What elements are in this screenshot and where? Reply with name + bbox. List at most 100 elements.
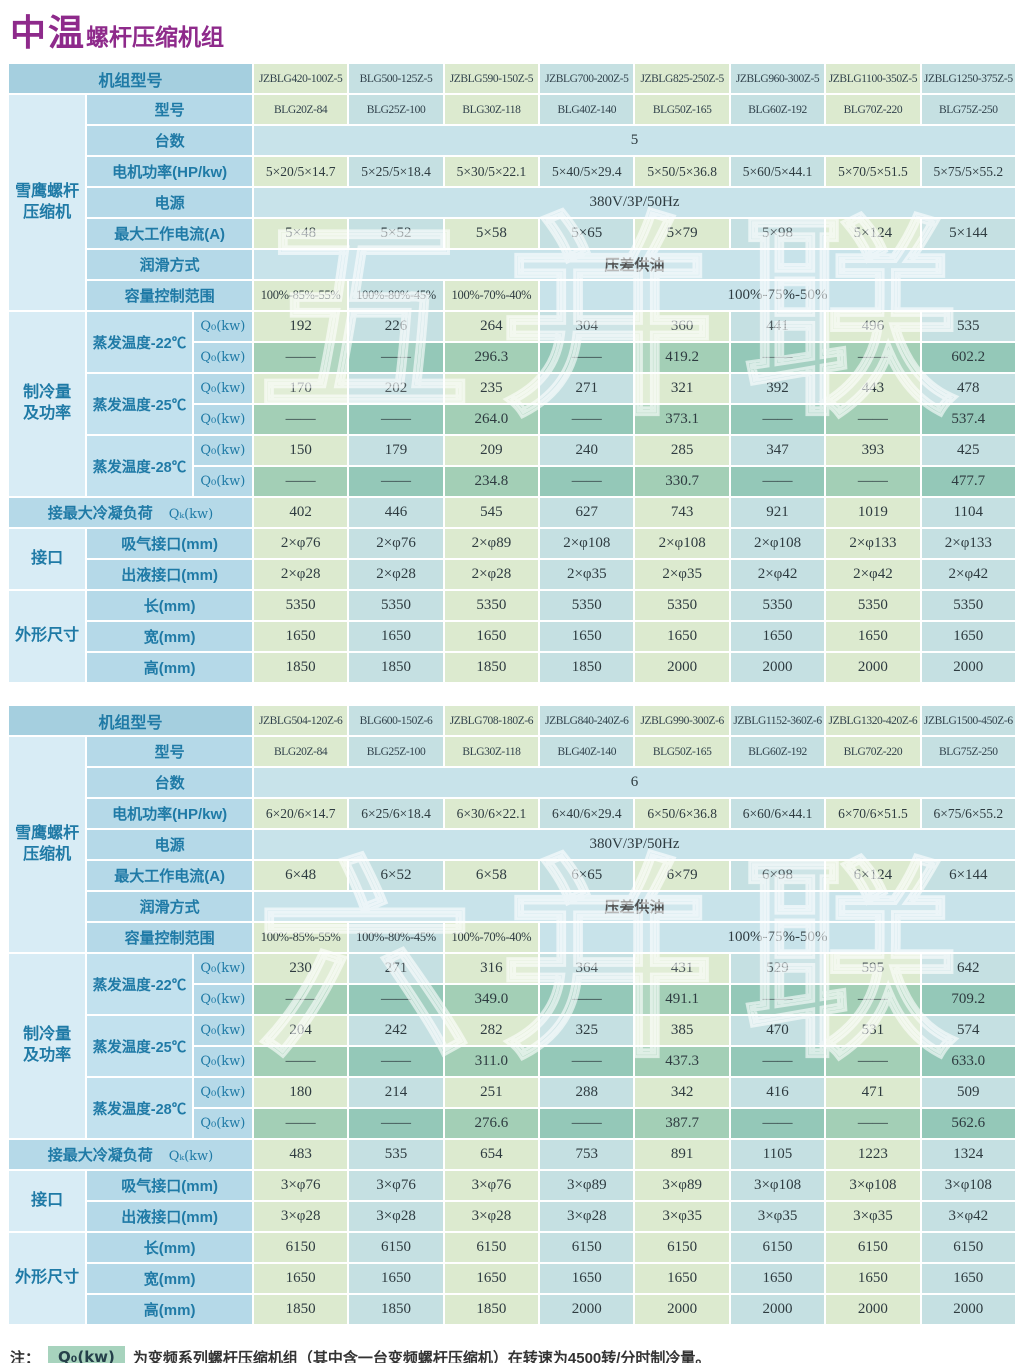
capacity-value-cell: 240 (540, 436, 634, 465)
capacity-value-cell: 441 (730, 312, 825, 341)
capacity-value-cell: 325 (540, 1016, 634, 1045)
model-code-cell: BLG75Z-250 (921, 737, 1015, 766)
inverter-capacity-value-cell: 373.1 (635, 405, 729, 434)
model-header-cell: JZBLG504-120Z-6 (253, 706, 348, 735)
liquid-value-cell: 2×φ28 (444, 560, 539, 589)
height-value-cell: 1850 (444, 653, 539, 682)
evap-temp-label-cell: 蒸发温度-22℃ (87, 312, 192, 372)
model-code-cell: BLG70Z-220 (826, 737, 920, 766)
model-code-cell: BLG20Z-84 (253, 737, 348, 766)
inverter-capacity-value-cell: 537.4 (921, 405, 1015, 434)
motor-power-value-cell: 5×20/5×14.7 (253, 157, 348, 186)
max-current-value-cell: 6×52 (349, 861, 443, 890)
inverter-capacity-value-cell: —— (826, 343, 920, 372)
length-value-cell: 6150 (635, 1233, 729, 1262)
liquid-value-cell: 2×φ35 (540, 560, 634, 589)
condensing-value-cell: 535 (349, 1140, 443, 1169)
width-value-cell: 1650 (253, 1264, 348, 1293)
spec-table-1-wrap: 机组型号 JZBLG420-100Z-5 BLG500-125Z-5 JZBLG590… (7, 62, 1024, 684)
suction-value-cell: 3×φ76 (253, 1171, 348, 1200)
suction-value-cell: 3×φ108 (826, 1171, 920, 1200)
spec-table: 机组型号 JZBLG504-120Z-6 BLG600-150Z-6 JZBLG708… (7, 704, 1017, 1326)
inverter-capacity-value-cell: 349.0 (444, 985, 539, 1014)
inverter-capacity-value-cell: —— (349, 985, 443, 1014)
evap-temp-label-cell: 蒸发温度-25℃ (87, 374, 192, 434)
capacity-value-cell: 285 (635, 436, 729, 465)
motor-power-value-cell: 6×70/6×51.5 (826, 799, 920, 828)
model-header-cell: JZBLG590-150Z-5 (444, 64, 539, 93)
motor-power-value-cell: 5×50/5×36.8 (635, 157, 729, 186)
capacity-value-cell: 360 (635, 312, 729, 341)
capacity-value-cell: 364 (540, 954, 634, 983)
spec-table-1-mount: 机组型号 JZBLG420-100Z-5 BLG500-125Z-5 JZBLG590… (7, 62, 1024, 684)
width-value-cell: 1650 (730, 1264, 825, 1293)
max-current-value-cell: 5×58 (444, 219, 539, 248)
q0-label-cell: Q₀(kw) (193, 1016, 252, 1045)
length-value-cell: 6150 (349, 1233, 443, 1262)
width-value-cell: 1650 (826, 1264, 920, 1293)
condensing-value-cell: 627 (540, 498, 634, 527)
model-header-cell: JZBLG1250-375Z-5 (921, 64, 1015, 93)
condensing-label-cell: 接最大冷凝负荷 Qₖ(kw) (9, 1140, 252, 1169)
inverter-capacity-value-cell: —— (253, 405, 348, 434)
max-current-value-cell: 6×65 (540, 861, 634, 890)
q0-label-cell: Q₀(kw) (193, 436, 252, 465)
power-supply-row-label-cell: 电源 (87, 188, 252, 217)
inverter-capacity-value-cell: 387.7 (635, 1109, 729, 1138)
condensing-value-cell: 545 (444, 498, 539, 527)
capacity-value-cell: 170 (253, 374, 348, 403)
condensing-q-label: Qₖ(kw) (168, 1149, 214, 1164)
ports-group-label-cell: 接口 (9, 1171, 86, 1231)
capacity-range-span-cell: 100%-75%-50% (540, 281, 1015, 310)
spec-table-2-wrap: 机组型号 JZBLG504-120Z-6 BLG600-150Z-6 JZBLG708… (7, 704, 1024, 1326)
inverter-capacity-value-cell: —— (540, 405, 634, 434)
condensing-value-cell: 483 (253, 1140, 348, 1169)
height-value-cell: 1850 (253, 653, 348, 682)
length-value-cell: 6150 (826, 1233, 920, 1262)
inverter-capacity-value-cell: 562.6 (921, 1109, 1015, 1138)
model-code-cell: BLG60Z-192 (730, 95, 825, 124)
capacity-range-value-cell: 100%-80%-45% (349, 923, 443, 952)
capacity-range-value-cell: 100%-85%-55% (253, 923, 348, 952)
length-value-cell: 5350 (253, 591, 348, 620)
inverter-capacity-value-cell: 633.0 (921, 1047, 1015, 1076)
width-value-cell: 1650 (349, 1264, 443, 1293)
liquid-value-cell: 2×φ35 (635, 560, 729, 589)
capacity-range-value-cell: 100%-70%-40% (444, 281, 539, 310)
motor-power-row-label-cell: 电机功率(HP/kw) (87, 157, 252, 186)
capacity-value-cell: 271 (349, 954, 443, 983)
compressor-group-label-cell: 雪鹰螺杆 压缩机 (9, 737, 86, 952)
power-supply-value-cell: 380V/3P/50Hz (253, 830, 1015, 859)
condensing-value-cell: 402 (253, 498, 348, 527)
evap-temp-label-cell: 蒸发温度-28℃ (87, 1078, 192, 1138)
inverter-capacity-value-cell: —— (540, 343, 634, 372)
capacity-value-cell: 264 (444, 312, 539, 341)
max-current-row-label-cell: 最大工作电流(A) (87, 219, 252, 248)
suction-value-cell: 2×φ108 (635, 529, 729, 558)
liquid-value-cell: 3×φ28 (253, 1202, 348, 1231)
capacity-value-cell: 531 (826, 1016, 920, 1045)
model-row-label-cell: 型号 (87, 737, 252, 766)
capacity-value-cell: 471 (826, 1078, 920, 1107)
suction-value-cell: 3×φ108 (730, 1171, 825, 1200)
capacity-value-cell: 209 (444, 436, 539, 465)
suction-value-cell: 2×φ133 (921, 529, 1015, 558)
evap-temp-label-cell: 蒸发温度-25℃ (87, 1016, 192, 1076)
liquid-value-cell: 2×φ42 (921, 560, 1015, 589)
suction-value-cell: 3×φ89 (635, 1171, 729, 1200)
liquid-value-cell: 2×φ42 (730, 560, 825, 589)
capacity-value-cell: 304 (540, 312, 634, 341)
condensing-value-cell: 1019 (826, 498, 920, 527)
dims-group-label-cell: 外形尺寸 (9, 1233, 86, 1324)
capacity-value-cell: 150 (253, 436, 348, 465)
q0-label-cell: Q₀(kw) (193, 312, 252, 341)
length-value-cell: 5350 (349, 591, 443, 620)
model-header-cell: JZBLG840-240Z-6 (540, 706, 634, 735)
condensing-value-cell: 891 (635, 1140, 729, 1169)
height-value-cell: 1850 (444, 1295, 539, 1324)
model-header-cell: JZBLG708-180Z-6 (444, 706, 539, 735)
model-header-cell: JZBLG825-250Z-5 (635, 64, 729, 93)
footnote-q0-swatch: Q₀(kw) (48, 1346, 125, 1363)
max-current-value-cell: 6×144 (921, 861, 1015, 890)
spec-table-2-mount: 机组型号 JZBLG504-120Z-6 BLG600-150Z-6 JZBLG708… (7, 704, 1024, 1326)
